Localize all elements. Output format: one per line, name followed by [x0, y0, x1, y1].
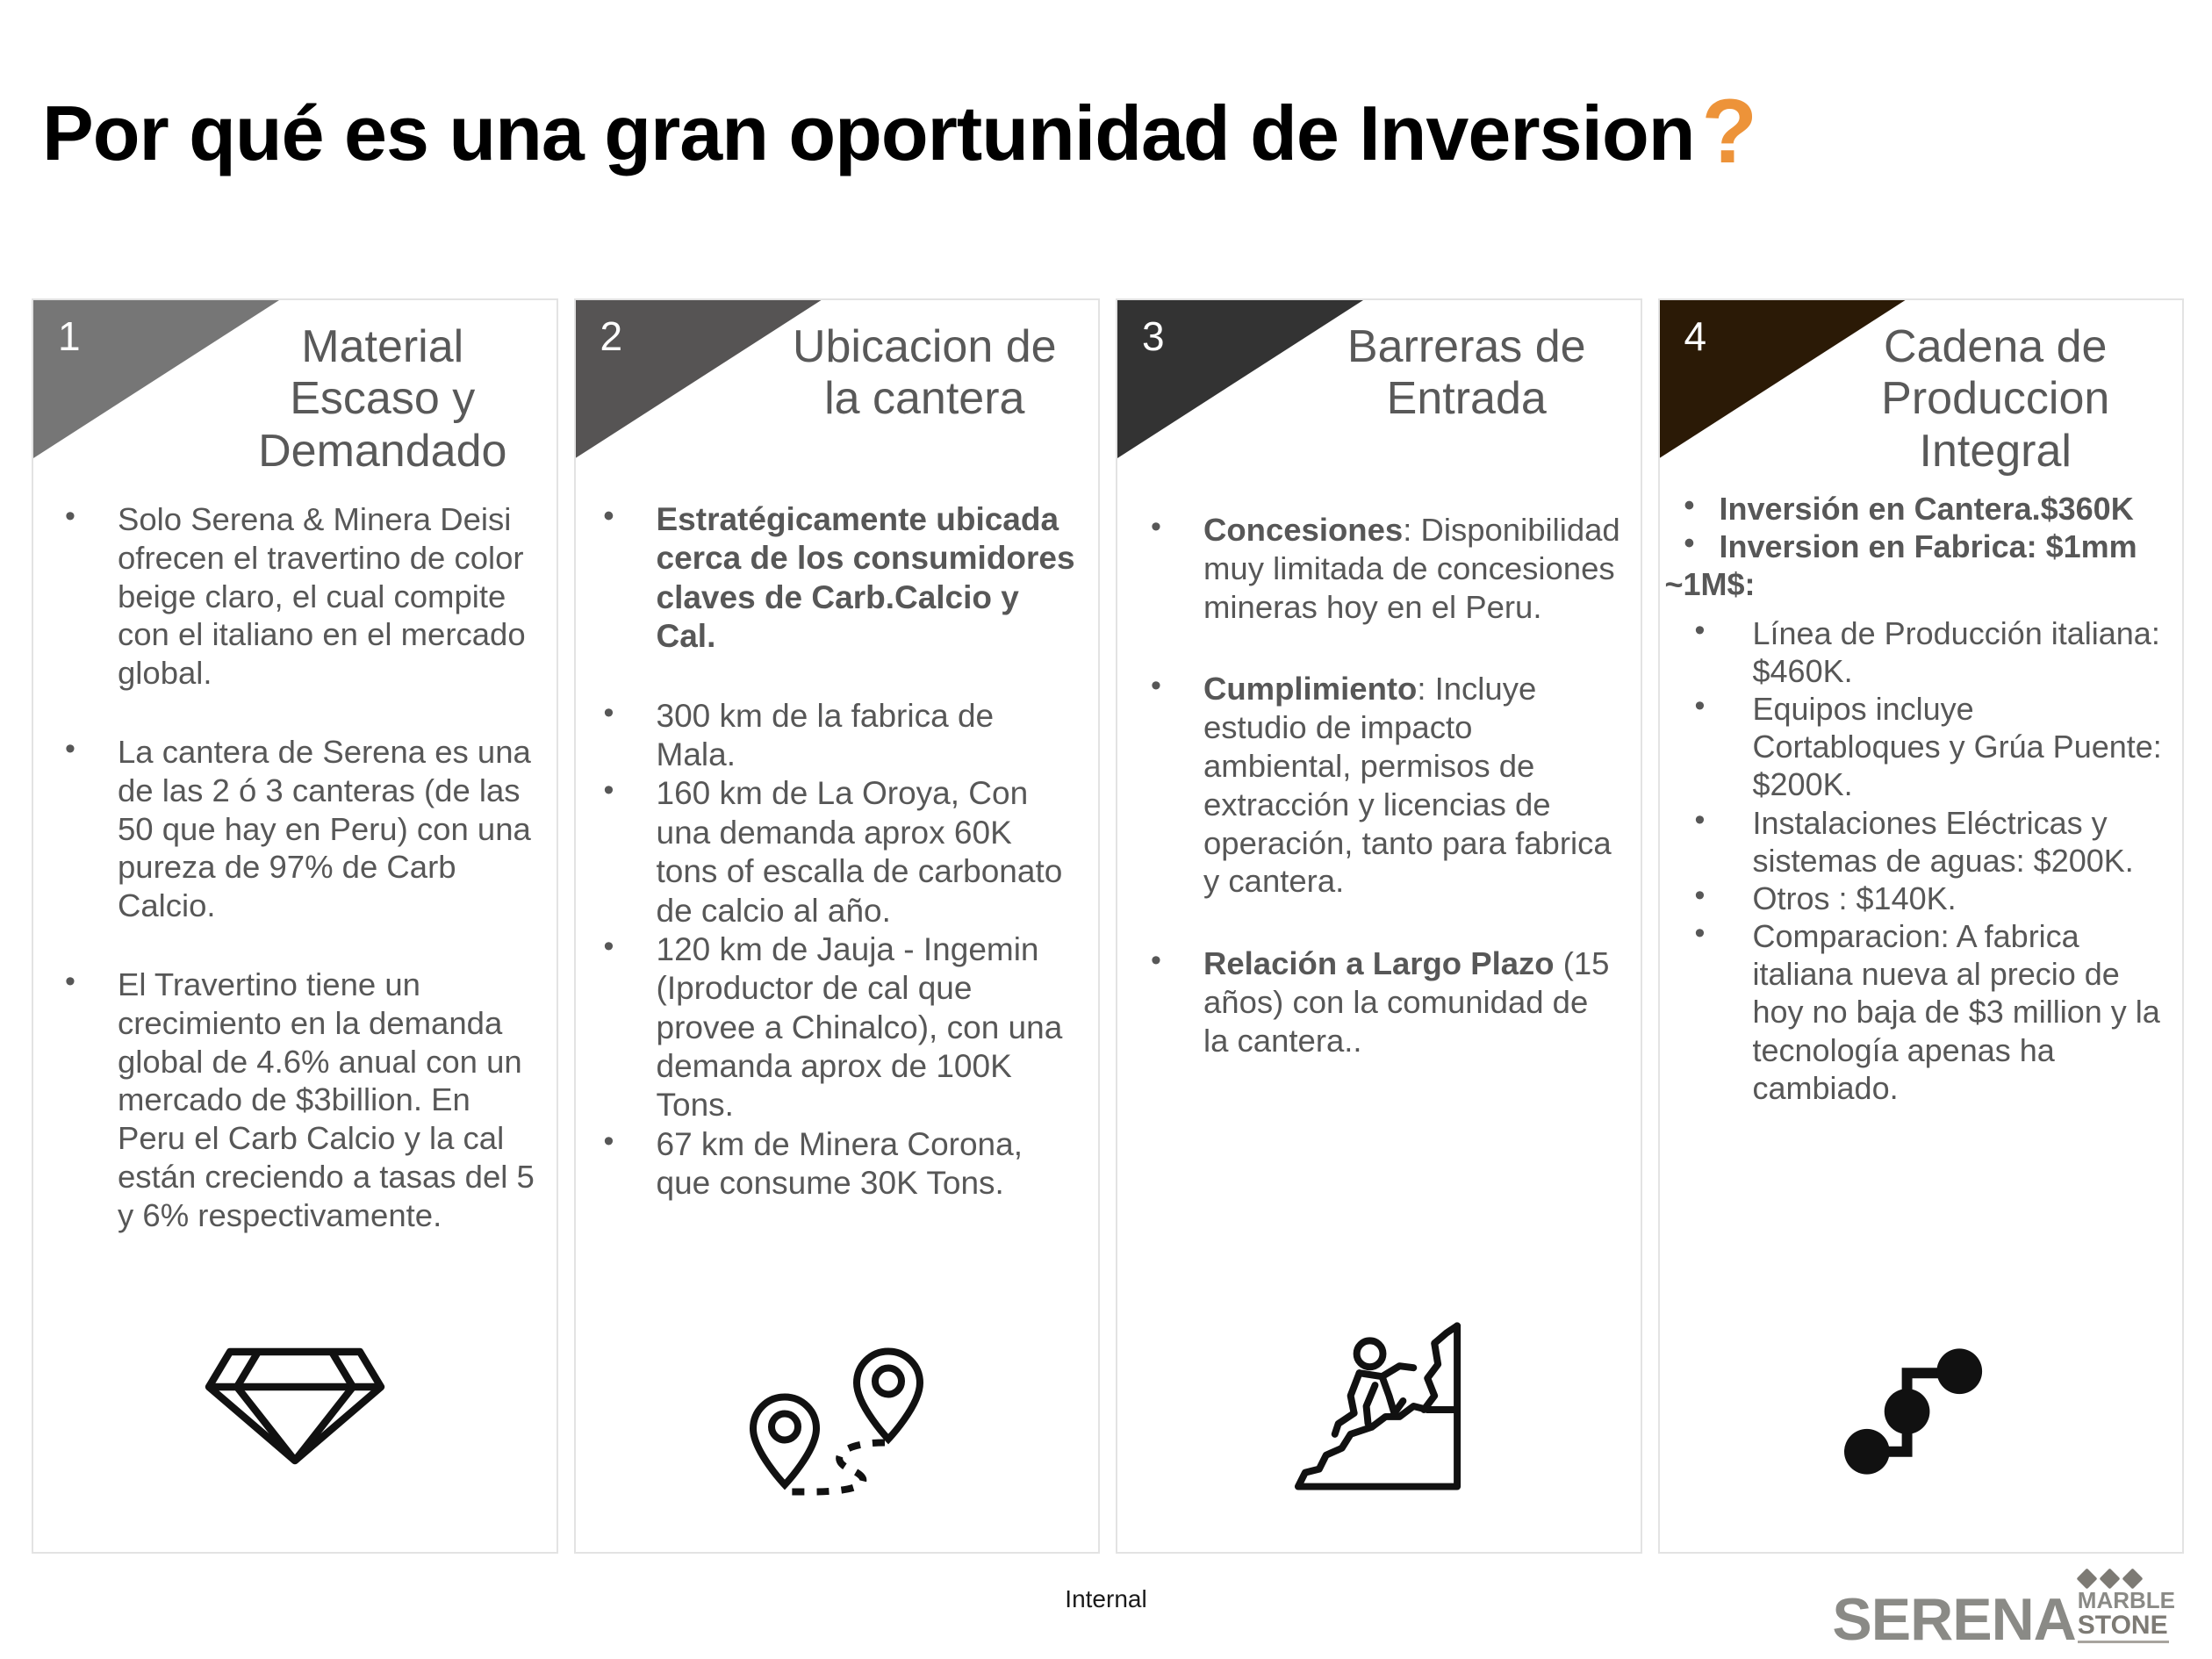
card-4-bullet-list-primary: Inversión en Cantera.$360K Inversion en … — [1665, 490, 2164, 565]
list-item: Relación a Largo Plazo (15 años) con la … — [1131, 944, 1621, 1059]
list-item: Solo Serena & Minera Deisi ofrecen el tr… — [46, 500, 537, 693]
page-title: Por qué es una gran oportunidad de Inver… — [42, 95, 1757, 172]
card-4-bullet-list-secondary: Línea de Producción italiana: $460K. Equ… — [1665, 614, 2164, 1107]
list-item: 160 km de La Oroya, Con una demanda apro… — [585, 774, 1080, 930]
logo-sub-block: MARBLE STONE — [2078, 1571, 2175, 1647]
list-item: 300 km de la fabrica de Mala. — [585, 697, 1080, 775]
card-2-heading: Ubicacion de la cantera — [778, 321, 1073, 479]
question-mark-accent: ? — [1701, 95, 1757, 169]
list-item: 67 km de Minera Corona, que consume 30K … — [585, 1125, 1080, 1203]
list-item: Comparacion: A fabrica italiana nueva al… — [1665, 917, 2164, 1107]
list-item: Estratégicamente ubicada cerca de los co… — [585, 500, 1080, 657]
gem-icon — [2076, 1568, 2097, 1589]
bullet-lead: Cumplimiento — [1203, 671, 1417, 707]
list-item: Instalaciones Eléctricas y sistemas de a… — [1665, 804, 2164, 880]
logo-wordmark: SERENA — [1832, 1592, 2075, 1648]
card-3-heading: Barreras de Entrada — [1319, 321, 1614, 479]
gem-icon — [2099, 1568, 2120, 1589]
list-item: Cumplimiento: Incluye estudio de impacto… — [1131, 670, 1621, 901]
card-1-bullet-list: Solo Serena & Minera Deisi ofrecen el tr… — [46, 500, 537, 1235]
page-title-text: Por qué es una gran oportunidad de Inver… — [42, 95, 1694, 172]
logo-gem-icons — [2079, 1571, 2140, 1586]
card-ubicacion-cantera[interactable]: 2 Ubicacion de la cantera Estratégicamen… — [574, 298, 1101, 1554]
list-item: Otros : $140K. — [1665, 880, 2164, 917]
card-1-heading: Material Escaso y Demandado — [235, 321, 530, 479]
bullet-lead: Relación a Largo Plazo — [1203, 945, 1555, 981]
card-3-number: 3 — [1142, 312, 1165, 361]
card-2-number: 2 — [600, 312, 623, 361]
card-barreras-entrada[interactable]: 3 Barreras de Entrada Concesiones: Dispo… — [1116, 298, 1642, 1554]
gem-icon — [2122, 1568, 2143, 1589]
card-material-escaso[interactable]: 1 Material Escaso y Demandado Solo Seren… — [32, 298, 558, 1554]
supply-chain-nodes-icon — [1660, 1347, 2183, 1478]
list-item: La cantera de Serena es una de las 2 ó 3… — [46, 733, 537, 925]
logo-stone-text: STONE — [2078, 1612, 2168, 1640]
serena-logo: SERENA MARBLE STONE — [1832, 1571, 2175, 1647]
list-item: 120 km de Jauja - Ingemin (Iproductor de… — [585, 930, 1080, 1125]
card-4-number: 4 — [1684, 312, 1707, 361]
card-cadena-produccion[interactable]: 4 Cadena de Produccion Integral Inversió… — [1658, 298, 2185, 1554]
card-1-number: 1 — [58, 312, 81, 361]
list-item: Equipos incluye Cortabloques y Grúa Puen… — [1665, 690, 2164, 804]
bullet-lead: Concesiones — [1203, 512, 1403, 548]
card-4-total-note: ~1M$: — [1665, 565, 2183, 603]
climber-icon — [1117, 1318, 1641, 1494]
list-item: Inversión en Cantera.$360K — [1665, 490, 2164, 528]
list-item: Concesiones: Disponibilidad muy limitada… — [1131, 511, 1621, 626]
route-pins-icon — [576, 1337, 1099, 1499]
diamond-icon — [33, 1327, 557, 1468]
list-item: Inversion en Fabrica: $1mm — [1665, 528, 2164, 565]
logo-marble-text: MARBLE — [2078, 1589, 2175, 1612]
card-2-bullet-list: Estratégicamente ubicada cerca de los co… — [585, 500, 1080, 1203]
card-4-heading: Cadena de Produccion Integral — [1835, 321, 2157, 479]
logo-underline — [2078, 1641, 2169, 1643]
list-item: El Travertino tiene un crecimiento en la… — [46, 966, 537, 1235]
card-row: 1 Material Escaso y Demandado Solo Seren… — [32, 298, 2184, 1554]
card-3-bullet-list: Concesiones: Disponibilidad muy limitada… — [1131, 511, 1621, 1060]
list-item: Línea de Producción italiana: $460K. — [1665, 614, 2164, 690]
